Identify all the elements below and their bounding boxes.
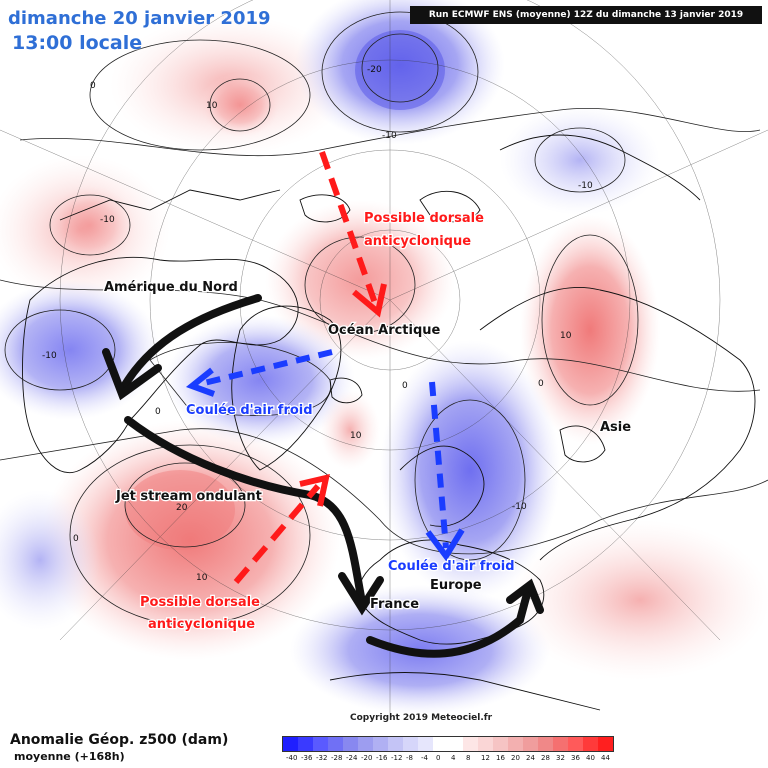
legend-swatch (418, 737, 433, 751)
contour-label: -10 (382, 131, 397, 141)
legend-swatch (583, 737, 598, 751)
legend-label: -20 (361, 754, 373, 762)
legend-label: -40 (286, 754, 298, 762)
legend-label: 36 (571, 754, 580, 762)
contour-label: -20 (367, 65, 382, 75)
legend-label: -8 (406, 754, 413, 762)
label-dorsale-1b: anticyclonique (364, 234, 471, 249)
legend-label: 8 (466, 754, 471, 762)
label-europe: Europe (430, 578, 482, 593)
legend-label: 32 (556, 754, 565, 762)
legend-swatch (358, 737, 373, 751)
legend-label: 0 (436, 754, 441, 762)
legend-swatch (493, 737, 508, 751)
label-asie: Asie (600, 420, 631, 435)
legend-swatch (523, 737, 538, 751)
legend-label: -16 (376, 754, 388, 762)
legend-label: -4 (421, 754, 428, 762)
label-dorsale-2b: anticyclonique (148, 617, 255, 632)
legend-swatch (478, 737, 493, 751)
legend-label: -12 (391, 754, 403, 762)
legend-label: -28 (331, 754, 343, 762)
legend-label: 44 (601, 754, 610, 762)
contour-label: 0 (538, 379, 544, 389)
legend-swatch (538, 737, 553, 751)
contour-label: -10 (512, 502, 527, 512)
legend-swatch (568, 737, 583, 751)
label-amerique-du-nord: Amérique du Nord (104, 280, 238, 295)
legend-label: 4 (451, 754, 456, 762)
legend-label: -24 (346, 754, 358, 762)
legend-label: 40 (586, 754, 595, 762)
anomaly-field (0, 0, 768, 715)
legend-swatch (388, 737, 403, 751)
label-coulee-2: Coulée d'air froid (388, 559, 515, 574)
contour-lines (0, 11, 768, 626)
legend-swatch (343, 737, 358, 751)
contour-label: 20 (176, 503, 188, 513)
contour-label: 0 (155, 407, 161, 417)
contour-label: -10 (42, 351, 57, 361)
legend-swatch (373, 737, 388, 751)
color-scale-legend (282, 736, 614, 752)
label-ocean-arctique: Océan Arctique (328, 323, 441, 338)
label-dorsale-1a: Possible dorsale (364, 211, 484, 226)
forecast-time: 13:00 locale (12, 32, 143, 54)
legend-label: 28 (541, 754, 550, 762)
legend-label: 24 (526, 754, 535, 762)
legend-swatch (553, 737, 568, 751)
legend-label: 20 (511, 754, 520, 762)
legend-swatch (403, 737, 418, 751)
contour-label: 0 (402, 381, 408, 391)
legend-swatch (463, 737, 478, 751)
legend-swatch (508, 737, 523, 751)
legend-swatch (298, 737, 313, 751)
legend-label: 16 (496, 754, 505, 762)
legend-swatch (433, 737, 448, 751)
legend-swatch (328, 737, 343, 751)
color-scale-labels: -40 -36 -32 -28 -24 -20 -16 -12 -8 -4 0 4 8 12 16 20 24 2… (282, 754, 622, 766)
forecast-date: dimanche 20 janvier 2019 (8, 8, 271, 29)
legend-label: -36 (301, 754, 313, 762)
contour-label: 10 (196, 573, 208, 583)
contour-label: 10 (350, 431, 362, 441)
contour-label: 0 (90, 81, 96, 91)
contour-label: 10 (560, 331, 572, 341)
contour-label: 10 (206, 101, 218, 111)
label-coulee-1: Coulée d'air froid (186, 403, 313, 418)
copyright: Copyright 2019 Meteociel.fr (350, 713, 493, 723)
legend-swatch (598, 737, 613, 751)
contour-label: 0 (73, 534, 79, 544)
jet-stream-arrows (102, 294, 544, 658)
legend-swatch (313, 737, 328, 751)
legend-label: 12 (481, 754, 490, 762)
cold-air-arrows (199, 349, 449, 549)
run-info: Run ECMWF ENS (moyenne) 12Z du dimanche … (410, 6, 762, 24)
label-dorsale-2a: Possible dorsale (140, 595, 260, 610)
contour-label: -10 (100, 215, 115, 225)
legend-swatch (448, 737, 463, 751)
map-subtitle: moyenne (+168h) (14, 750, 125, 763)
legend-label: -32 (316, 754, 328, 762)
label-france: France (370, 597, 419, 612)
ridge-arrows (233, 151, 379, 584)
label-jet-stream: Jet stream ondulant (115, 489, 262, 504)
contour-label: -10 (578, 181, 593, 191)
legend-swatch (283, 737, 298, 751)
map-title: Anomalie Géop. z500 (dam) (10, 732, 229, 748)
